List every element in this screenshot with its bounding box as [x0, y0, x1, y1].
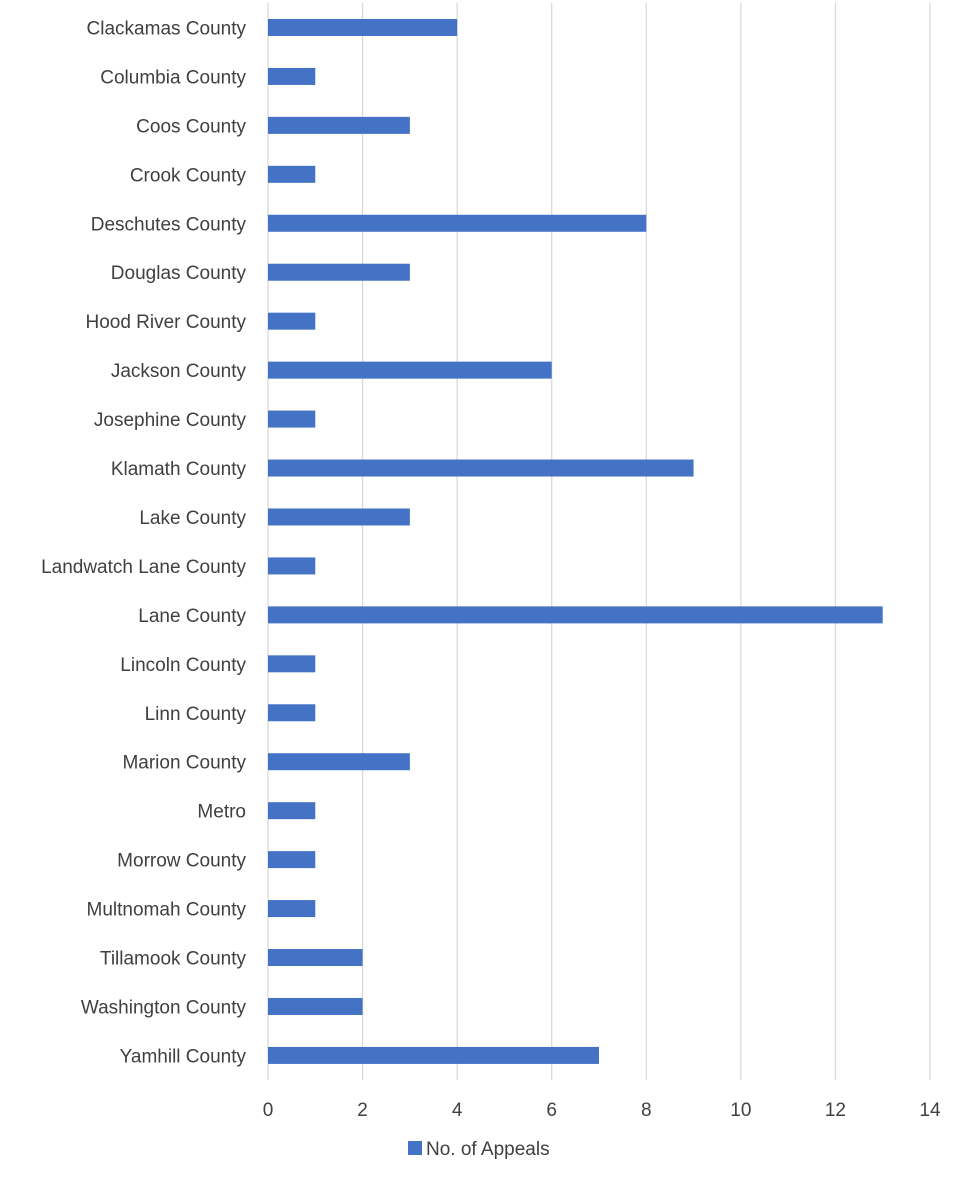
bar: [268, 165, 316, 183]
category-label: Klamath County: [111, 459, 247, 480]
bar: [268, 508, 410, 526]
bar: [268, 949, 363, 967]
category-label: Douglas County: [111, 263, 247, 284]
category-label: Morrow County: [117, 851, 246, 872]
bar: [268, 802, 316, 820]
legend-swatch: [408, 1141, 422, 1155]
category-label: Lincoln County: [120, 655, 246, 676]
bar: [268, 116, 410, 134]
bar: [268, 997, 363, 1015]
x-axis-tick-labels: 0 2 4 6 8 10 12 14: [263, 1100, 941, 1121]
category-label: Coos County: [136, 116, 246, 137]
category-label: Deschutes County: [91, 214, 247, 235]
category-label: Hood River County: [85, 312, 246, 333]
bar: [268, 361, 552, 379]
x-tick-label: 4: [452, 1100, 463, 1121]
category-label: Washington County: [81, 997, 247, 1018]
category-label: Linn County: [145, 704, 247, 725]
bar: [268, 753, 410, 771]
category-label: Jackson County: [111, 361, 247, 382]
x-tick-label: 14: [919, 1100, 941, 1121]
legend-label: No. of Appeals: [426, 1139, 550, 1160]
bar: [268, 704, 316, 722]
category-label: Multnomah County: [87, 900, 247, 921]
category-label: Yamhill County: [120, 1046, 247, 1067]
legend: No. of Appeals: [408, 1139, 550, 1160]
category-label: Lane County: [138, 606, 246, 627]
x-tick-label: 12: [825, 1100, 846, 1121]
category-label: Crook County: [130, 165, 247, 186]
x-tick-label: 2: [357, 1100, 368, 1121]
category-label: Marion County: [122, 753, 246, 774]
x-tick-label: 6: [546, 1100, 557, 1121]
category-label: Columbia County: [100, 67, 246, 88]
bars: [268, 18, 883, 1064]
bar: [268, 18, 458, 36]
bar: [268, 263, 410, 281]
category-labels: Clackamas County Columbia County Coos Coun…: [41, 18, 246, 1067]
bar: [268, 410, 316, 428]
bar: [268, 312, 316, 330]
x-tick-label: 8: [641, 1100, 652, 1121]
category-label: Lake County: [139, 508, 246, 529]
category-label: Tillamook County: [100, 949, 247, 970]
bar: [268, 900, 316, 918]
category-label: Landwatch Lane County: [41, 557, 246, 578]
bar: [268, 459, 694, 477]
category-label: Metro: [197, 802, 246, 823]
category-label: Clackamas County: [87, 18, 247, 39]
bar: [268, 1046, 599, 1064]
category-label: Josephine County: [94, 410, 247, 431]
bar: [268, 557, 316, 575]
bar: [268, 655, 316, 673]
bar: [268, 606, 883, 624]
bar: [268, 67, 316, 85]
x-tick-label: 0: [263, 1100, 274, 1121]
bar: [268, 851, 316, 869]
x-tick-label: 10: [730, 1100, 751, 1121]
gridlines: [267, 3, 931, 1080]
bar: [268, 214, 647, 232]
